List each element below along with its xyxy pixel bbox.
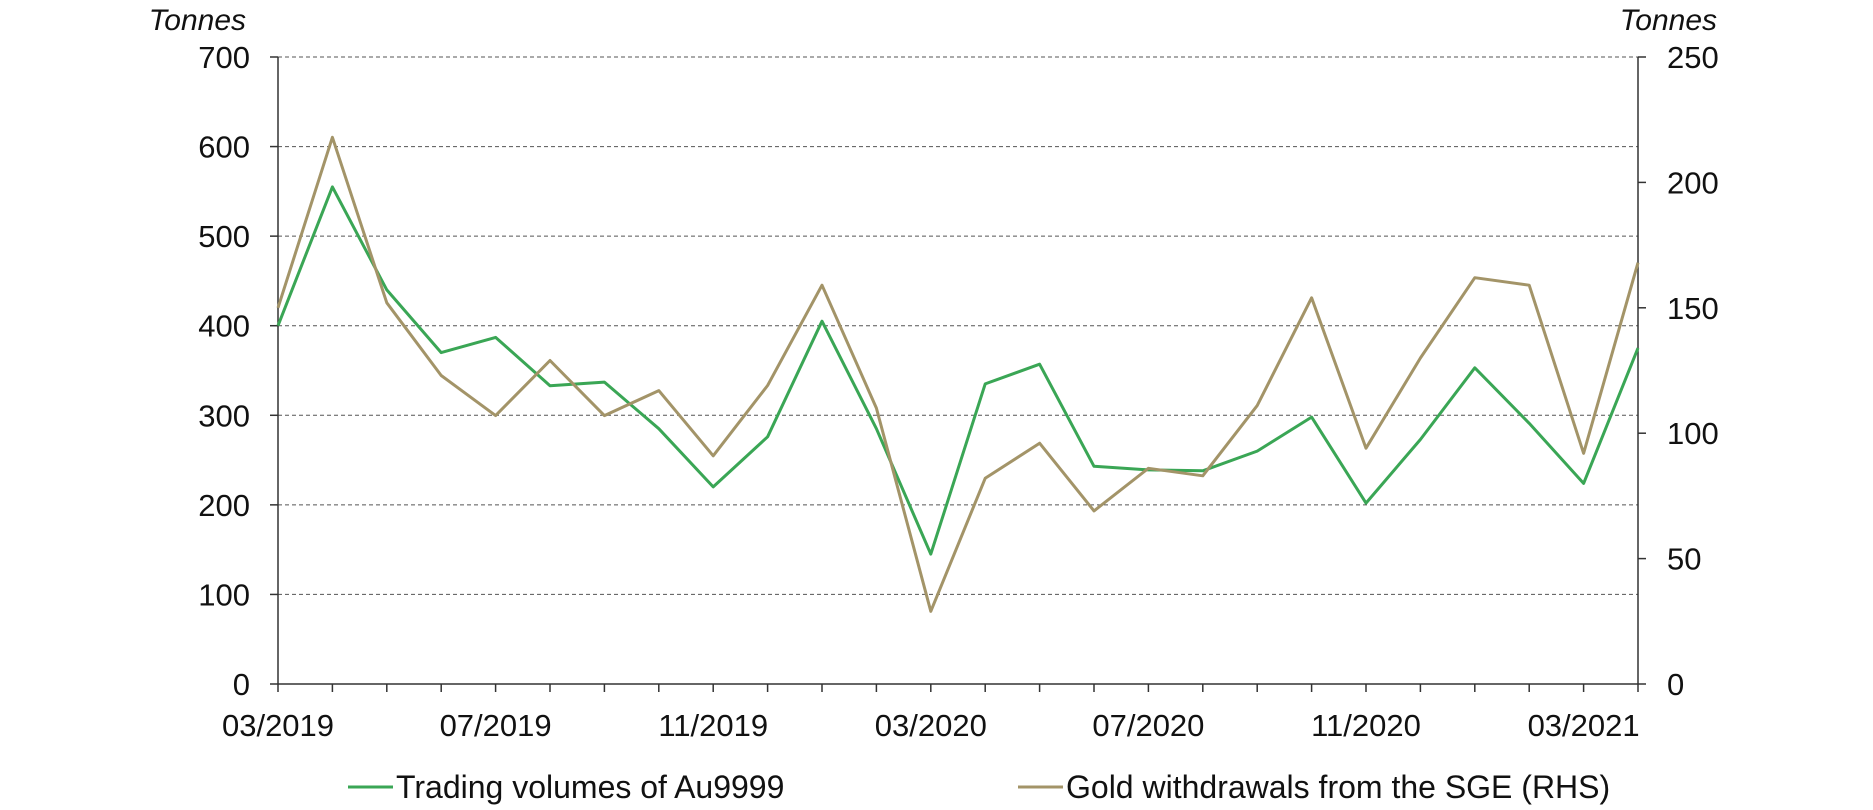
legend-label: Gold withdrawals from the SGE (RHS) [1066,769,1610,805]
x-tick-label: 07/2019 [440,708,552,743]
right-tick-label: 150 [1667,291,1719,326]
left-tick-label: 300 [198,398,250,433]
left-tick-label: 200 [198,488,250,523]
legend-label: Trading volumes of Au9999 [396,769,784,805]
legend: Trading volumes of Au9999 Gold withdrawal… [348,769,1610,805]
right-tick-label: 50 [1667,542,1701,577]
axes [270,56,1646,692]
left-tick-label: 100 [198,577,250,612]
series-lines [276,135,1640,613]
x-tick-label: 03/2020 [875,708,987,743]
series-line-1 [276,185,1640,556]
right-tick-label: 250 [1667,40,1719,75]
gridlines [278,56,1638,595]
left-axis-unit: Tonnes [149,4,246,37]
x-tick-label: 11/2019 [658,708,768,743]
series-line-2 [276,135,1640,613]
left-tick-label: 700 [198,40,250,75]
x-tick-label: 11/2020 [1311,708,1421,743]
left-tick-label: 0 [233,667,250,702]
right-tick-label: 200 [1667,165,1719,200]
right-tick-label: 0 [1667,667,1684,702]
x-tick-label: 07/2020 [1092,708,1204,743]
right-tick-label: 100 [1667,416,1719,451]
left-tick-label: 500 [198,219,250,254]
x-tick-label: 03/2019 [222,708,334,743]
right-axis-unit: Tonnes [1620,4,1717,37]
x-tick-label: 03/2021 [1528,708,1640,743]
axis-labels: 0100200300400500600700050100150200250Ton… [149,4,1719,743]
left-tick-label: 400 [198,309,250,344]
left-tick-label: 600 [198,130,250,165]
